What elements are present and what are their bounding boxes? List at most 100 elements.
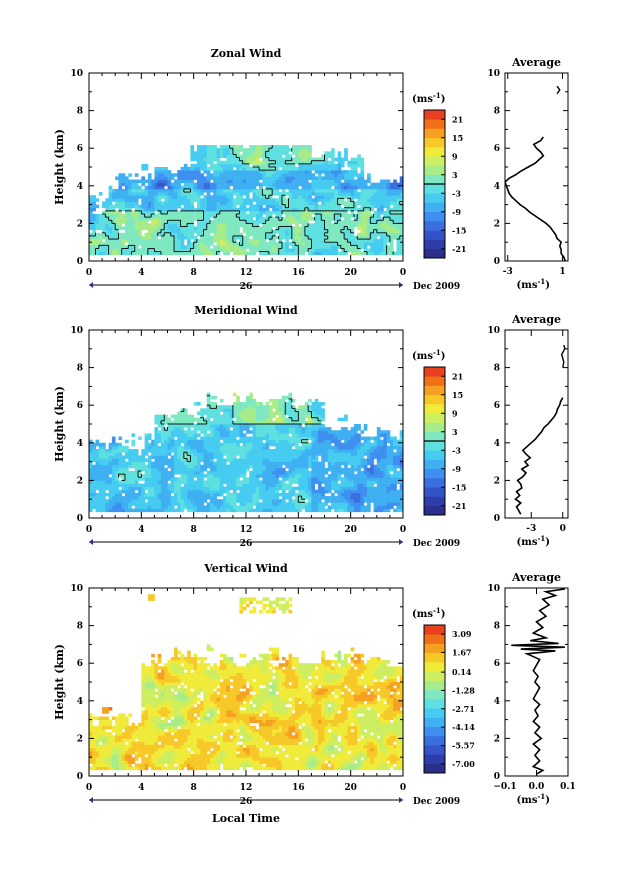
heatmap-cell (282, 487, 286, 491)
heatmap-cell (239, 208, 243, 212)
heatmap-cell (357, 480, 361, 484)
heatmap-cell (223, 505, 227, 509)
heatmap-cell (259, 455, 263, 459)
heatmap-cell (207, 502, 211, 506)
heatmap-cell (213, 248, 217, 252)
heatmap-cell (230, 170, 234, 174)
heatmap-cell (138, 180, 142, 184)
heatmap-cell (194, 173, 198, 177)
heatmap-cell (272, 487, 276, 491)
heatmap-cell (279, 205, 283, 209)
heatmap-cell (207, 477, 211, 481)
heatmap-cell (128, 192, 132, 196)
heatmap-cell (184, 211, 188, 215)
heatmap-cell (305, 493, 309, 497)
heatmap-cell (275, 198, 279, 202)
heatmap-cell (171, 186, 175, 190)
heatmap-cell (249, 248, 253, 252)
heatmap-cell (239, 252, 243, 256)
heatmap-cell (374, 465, 378, 469)
heatmap-cell (370, 468, 374, 472)
heatmap-cell (223, 480, 227, 484)
heatmap-cell (239, 214, 243, 218)
heatmap-cell (115, 217, 119, 221)
heatmap-cell (266, 484, 270, 488)
heatmap-cell (102, 502, 106, 506)
heatmap-cell (396, 217, 400, 221)
heatmap-cell (223, 173, 227, 177)
heatmap-cell (190, 167, 194, 171)
heatmap-cell (256, 161, 260, 165)
heatmap-cell (383, 505, 387, 509)
heatmap-cell (246, 509, 250, 513)
heatmap-cell (213, 198, 217, 202)
heatmap-cell (289, 455, 293, 459)
heatmap-cell (217, 176, 221, 180)
heatmap-cell (325, 167, 329, 171)
heatmap-cell (305, 487, 309, 491)
heatmap-cell (354, 505, 358, 509)
heatmap-cell (109, 233, 113, 237)
heatmap-cell (158, 480, 162, 484)
heatmap-cell (305, 471, 309, 475)
heatmap-cell (148, 236, 152, 240)
heatmap-cell (308, 509, 312, 513)
heatmap-cell (243, 236, 247, 240)
heatmap-cell (239, 148, 243, 152)
heatmap-cell (279, 248, 283, 252)
heatmap-cell (305, 484, 309, 488)
heatmap-cell (236, 487, 240, 491)
heatmap-cell (190, 490, 194, 494)
heatmap-cell (122, 214, 126, 218)
heatmap-cell (256, 236, 260, 240)
heatmap-cell (360, 176, 364, 180)
heatmap-cell (115, 487, 119, 491)
heatmap-cell (174, 480, 178, 484)
heatmap-cell (338, 493, 342, 497)
heatmap-cell (321, 214, 325, 218)
heatmap-cell (302, 151, 306, 155)
heatmap-cell (141, 201, 145, 205)
heatmap-cell (285, 502, 289, 506)
heatmap-cell (302, 484, 306, 488)
heatmap-cell (396, 248, 400, 252)
heatmap-cell (266, 477, 270, 481)
heatmap-cell (171, 189, 175, 193)
heatmap-cell (92, 471, 96, 475)
heatmap-cell (321, 205, 325, 209)
heatmap-cell (315, 496, 319, 500)
heatmap-cell (246, 487, 250, 491)
heatmap-cell (197, 186, 201, 190)
heatmap-cell (151, 205, 155, 209)
heatmap-cell (168, 499, 172, 503)
heatmap-cell (220, 205, 224, 209)
heatmap-cell (351, 493, 355, 497)
heatmap-cell (269, 220, 273, 224)
heatmap-cell (141, 164, 145, 168)
heatmap-cell (132, 223, 136, 227)
heatmap-cell (285, 462, 289, 466)
heatmap-cell (200, 477, 204, 481)
heatmap-cell (200, 183, 204, 187)
heatmap-cell (341, 173, 345, 177)
heatmap-cell (380, 248, 384, 252)
heatmap-cell (210, 474, 214, 478)
heatmap-cell (158, 195, 162, 199)
heatmap-cell (197, 205, 201, 209)
heatmap-cell (194, 211, 198, 215)
heatmap-cell (259, 208, 263, 212)
heatmap-cell (370, 186, 374, 190)
heatmap-cell (295, 195, 299, 199)
heatmap-cell (233, 474, 237, 478)
heatmap-cell (249, 458, 253, 462)
heatmap-cell (285, 252, 289, 256)
heatmap-cell (367, 509, 371, 513)
heatmap-cell (220, 164, 224, 168)
heatmap-cell (226, 205, 230, 209)
heatmap-cell (282, 471, 286, 475)
heatmap-cell (305, 180, 309, 184)
heatmap-cell (128, 198, 132, 202)
heatmap-cell (377, 252, 381, 256)
heatmap-cell (377, 211, 381, 215)
heatmap-cell (105, 205, 109, 209)
